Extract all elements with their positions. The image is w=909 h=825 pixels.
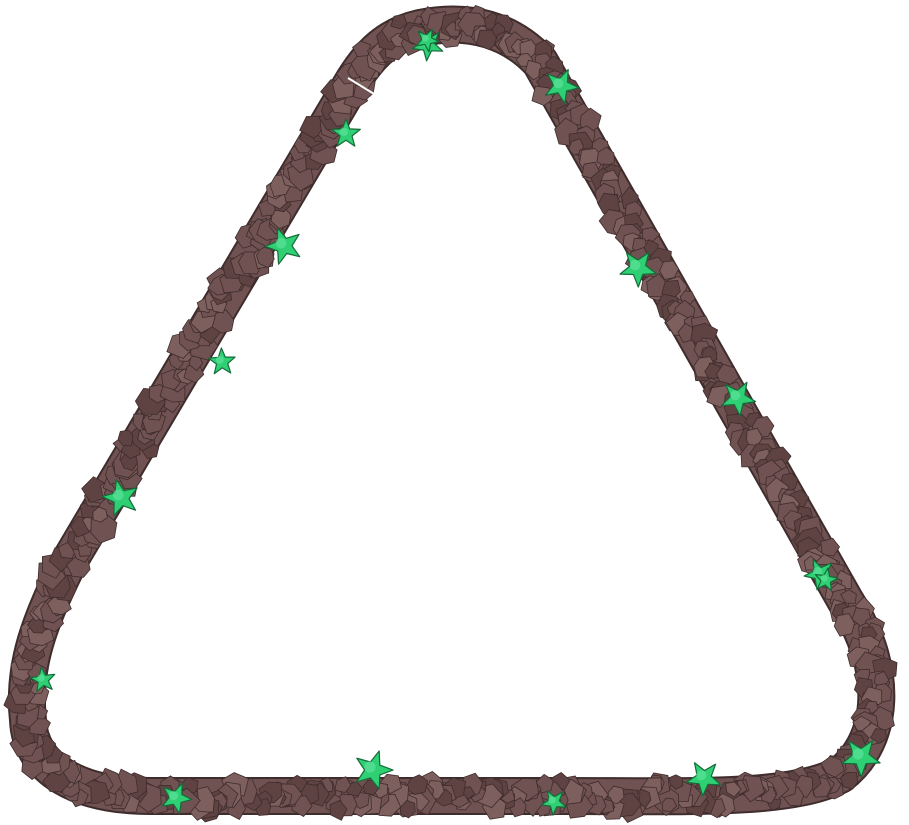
leaf-highlight [37, 674, 45, 682]
rock-stone [725, 781, 742, 798]
leaf-sprout-icon [161, 782, 193, 815]
rock-stone [81, 476, 108, 504]
rock-stone [668, 774, 684, 790]
rock-stone [519, 39, 540, 59]
rock-stone [117, 429, 134, 447]
rock-stone [833, 613, 855, 637]
leaf-sprout-icon [720, 381, 757, 417]
track-crack [347, 77, 385, 101]
crack-line [347, 77, 385, 101]
leaf-shape [356, 750, 394, 790]
leaf-sprout-icon [685, 762, 722, 797]
rock-stone [334, 776, 352, 794]
rock-stone [661, 797, 678, 813]
rock-stone [820, 537, 840, 557]
rock-stone [404, 774, 429, 796]
leaf-sprout-icon [356, 750, 394, 790]
leaf-shape [544, 68, 580, 105]
leaf-sprout-icon [29, 666, 56, 693]
leaf-sprout-icon [619, 251, 657, 288]
leaf-sprout-icon [814, 567, 839, 592]
leaf-sprout-icon [264, 227, 301, 265]
leaf-highlight [548, 796, 556, 804]
rock-stone [820, 755, 845, 778]
rock-stone [607, 785, 625, 805]
leaf-highlight [275, 237, 287, 249]
rock-stone [352, 40, 371, 58]
rock-stone [661, 279, 681, 300]
leaf-highlight [696, 770, 707, 781]
leaf-sprout-icon [544, 68, 580, 105]
leaf-highlight [169, 791, 179, 801]
leaf-highlight [553, 78, 564, 89]
rock-stone [869, 728, 887, 744]
rock-stone [329, 800, 348, 821]
rock-stone [840, 589, 857, 604]
leaf-highlight [339, 127, 348, 136]
leaf-sprouts [29, 28, 881, 816]
leaf-sprout-icon [540, 790, 567, 816]
leaf-highlight [820, 574, 828, 582]
leaf-highlight [730, 390, 741, 401]
leaf-highlight [852, 748, 864, 760]
leaf-sprout-icon [415, 28, 440, 53]
rock-stone [390, 13, 408, 30]
leaf-shape [161, 782, 193, 815]
leaf-sprout-icon [207, 347, 236, 375]
rock-track-stones [3, 5, 898, 823]
leaf-highlight [112, 489, 124, 501]
leaf-sprout-icon [331, 118, 361, 147]
leaf-highlight [364, 761, 376, 773]
leaf-highlight [216, 356, 224, 364]
leaf-highlight [629, 259, 641, 271]
leaf-sprout-icon [841, 740, 881, 778]
leaf-highlight [813, 567, 823, 577]
leaf-highlight [421, 34, 429, 42]
rock-stone [92, 506, 108, 523]
leaf-sprout-icon [101, 479, 138, 517]
